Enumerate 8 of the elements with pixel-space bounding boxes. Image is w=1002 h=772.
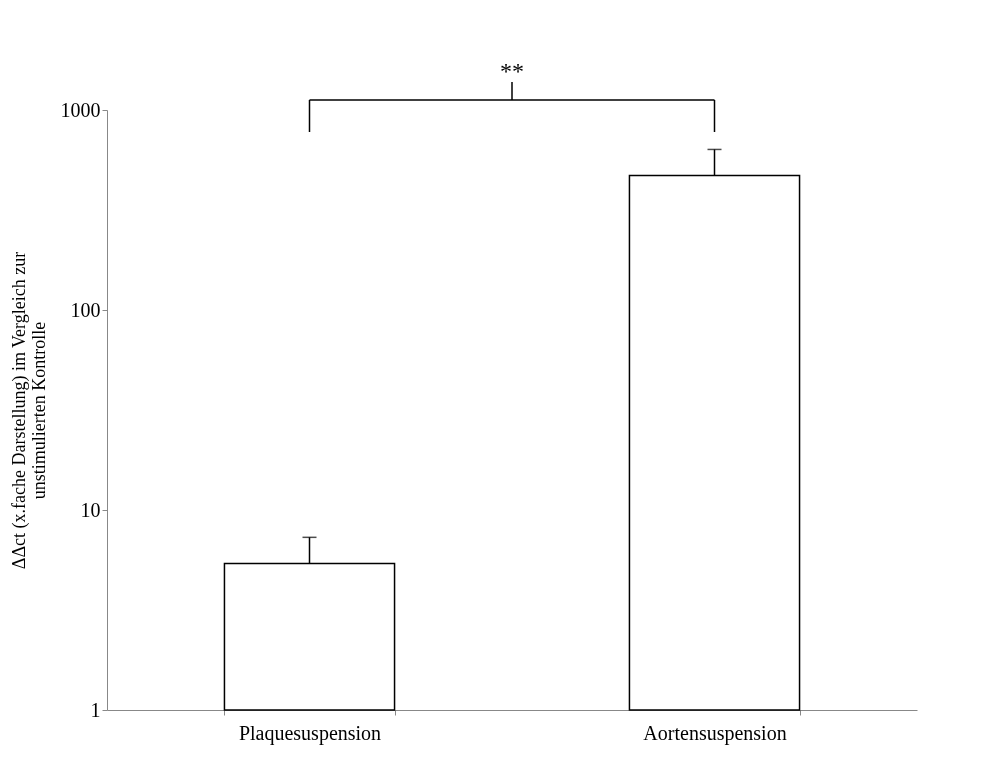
x-tick-label: Plaquesuspension (238, 721, 382, 745)
x-tick-label: Aortensuspension (643, 721, 787, 745)
y-tick-label: 100 (70, 298, 101, 321)
y-tick-label: 1 (90, 698, 101, 721)
y-tick-label: 10 (80, 498, 101, 521)
text: ** (500, 58, 524, 84)
y-tick-label: 1000 (60, 98, 101, 121)
y-axis-title: ΔΔct (x.fache Darstellung) im Vergleich zur unstimulierten Kontrolle (8, 251, 49, 570)
